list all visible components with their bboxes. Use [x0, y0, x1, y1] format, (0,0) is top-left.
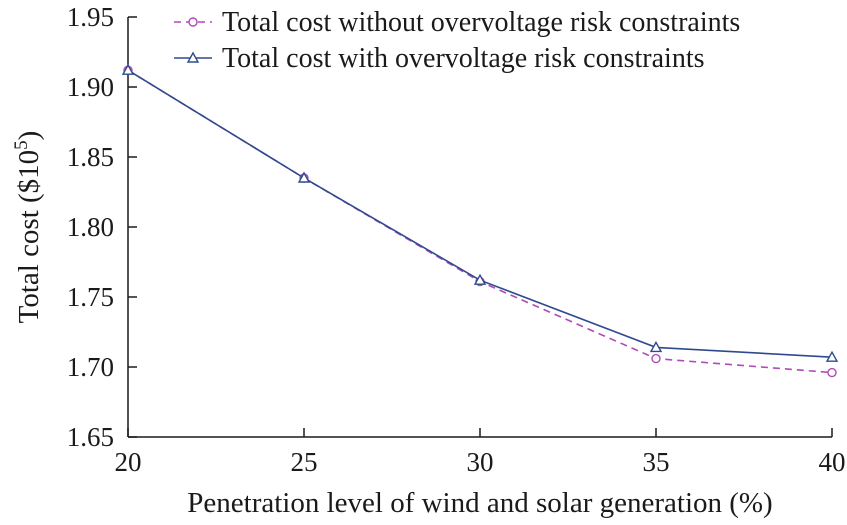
- data-point: [651, 353, 661, 364]
- x-tick-label: 30: [467, 447, 494, 477]
- data-point: [121, 63, 135, 75]
- legend-marker: [186, 51, 200, 63]
- data-point: [473, 273, 487, 285]
- series-group: [121, 63, 839, 378]
- y-tick-label: 1.70: [67, 352, 114, 382]
- x-axis-title: Penetration level of wind and solar gene…: [187, 487, 772, 519]
- data-point: [827, 367, 837, 378]
- series-line: [127, 69, 833, 358]
- x-tick-label: 25: [291, 447, 318, 477]
- x-tick-label: 20: [115, 447, 142, 477]
- legend-label: Total cost with overvoltage risk constra…: [222, 43, 705, 74]
- data-point: [297, 171, 311, 183]
- y-tick-label: 1.90: [67, 72, 114, 102]
- series-1: [123, 65, 837, 378]
- data-point: [825, 350, 839, 362]
- legend-item-2: Total cost with overvoltage risk constra…: [174, 43, 705, 74]
- y-tick-label: 1.85: [67, 142, 114, 172]
- x-ticks: 20 25 30 35 40: [115, 428, 846, 477]
- y-axis-title-exponent: 5: [11, 140, 32, 150]
- series-2: [121, 63, 839, 362]
- x-tick-label: 40: [819, 447, 846, 477]
- x-tick-label: 35: [643, 447, 670, 477]
- legend: Total cost without overvoltage risk cons…: [174, 7, 740, 74]
- y-tick-label: 1.75: [67, 282, 114, 312]
- legend-item-1: Total cost without overvoltage risk cons…: [174, 7, 740, 38]
- axes: [127, 17, 832, 438]
- series-line: [127, 69, 833, 374]
- y-axis-title-suffix: ): [13, 131, 45, 141]
- y-axis-title: Total cost ($105): [11, 131, 45, 324]
- y-tick-label: 1.95: [67, 2, 114, 32]
- y-tick-label: 1.65: [67, 422, 114, 452]
- data-point: [649, 340, 663, 353]
- y-tick-label: 1.80: [67, 212, 114, 242]
- legend-label: Total cost without overvoltage risk cons…: [222, 7, 740, 38]
- y-ticks: 1.65 1.70 1.75 1.80 1.85 1.90 1.95: [67, 2, 137, 452]
- legend-marker: [188, 17, 198, 27]
- y-axis-title-prefix: Total cost ($10: [13, 150, 45, 324]
